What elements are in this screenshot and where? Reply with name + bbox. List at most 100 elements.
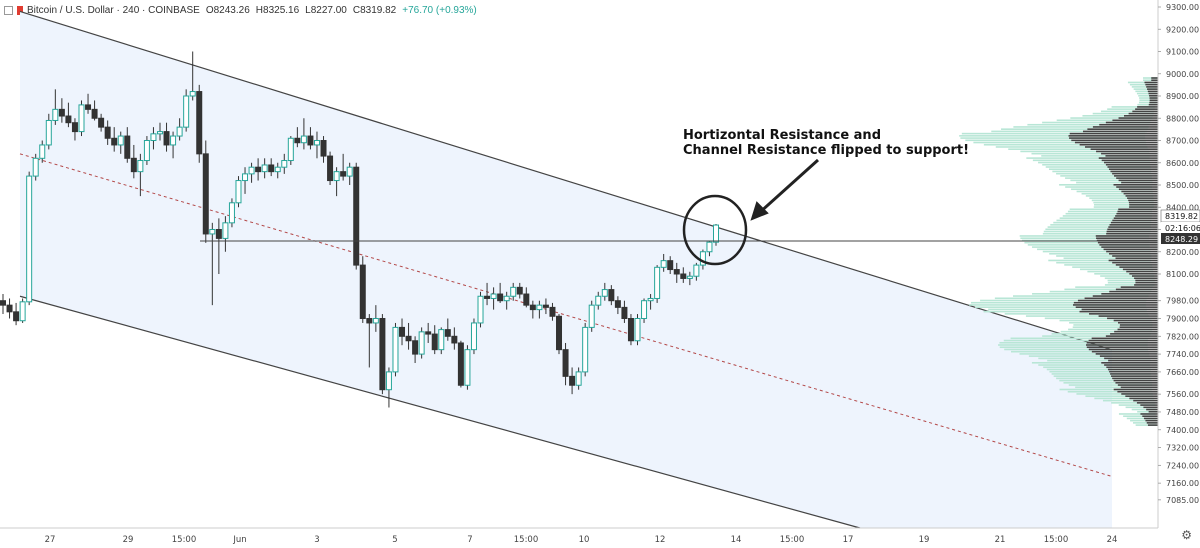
candle-body bbox=[111, 137, 118, 146]
volume-bar-dark bbox=[1073, 301, 1158, 304]
exchange-logo-icon bbox=[17, 5, 23, 15]
volume-bar-bright bbox=[1042, 121, 1151, 124]
collapse-icon[interactable] bbox=[4, 5, 13, 15]
volume-bar-bright bbox=[1082, 115, 1154, 117]
candle-body bbox=[673, 269, 680, 275]
volume-bar-bright bbox=[1021, 239, 1150, 242]
volume-bar-bright bbox=[1068, 384, 1153, 386]
volume-bar-bright bbox=[1056, 172, 1152, 175]
volume-bar-dark bbox=[1104, 161, 1158, 164]
volume-bar-bright bbox=[1138, 95, 1157, 97]
volume-bar-bright bbox=[1042, 232, 1151, 235]
candle-body bbox=[595, 295, 602, 306]
candle-body bbox=[346, 166, 353, 177]
time-tick-label: 3 bbox=[314, 535, 319, 545]
candle-body bbox=[438, 329, 445, 351]
volume-bar-dark bbox=[1109, 252, 1158, 255]
price-tick-label: 8500.00 bbox=[1166, 181, 1199, 190]
volume-bar-bright bbox=[1104, 284, 1155, 286]
volume-bar-bright bbox=[1071, 188, 1153, 191]
volume-bar-bright bbox=[1085, 195, 1154, 197]
volume-bar-bright bbox=[1059, 379, 1152, 382]
volume-bar-dark bbox=[1147, 424, 1158, 426]
volume-bar-bright bbox=[1069, 321, 1153, 324]
volume-bar-bright bbox=[1045, 166, 1151, 168]
volume-bar-bright bbox=[1126, 417, 1156, 420]
volume-bar-dark bbox=[1112, 377, 1158, 380]
price-axis: 9300.00 9200.00 9100.00 9000.00 8900.00 8800.… bbox=[1157, 0, 1200, 548]
volume-bar-dark bbox=[1079, 310, 1158, 313]
time-tick-label: 15:00 bbox=[1044, 535, 1069, 545]
volume-bar-dark bbox=[1151, 77, 1158, 79]
candle-body bbox=[340, 171, 347, 177]
volume-bar-dark bbox=[1096, 237, 1158, 239]
price-tick-label: 7660.00 bbox=[1166, 368, 1199, 377]
channel-lower-line bbox=[19, 295, 861, 529]
price-tick-label: 9000.00 bbox=[1166, 70, 1199, 79]
volume-bar-bright bbox=[1038, 357, 1151, 360]
volume-bar-bright bbox=[1137, 410, 1157, 413]
settings-gear-icon[interactable]: ⚙ bbox=[1181, 528, 1192, 542]
candle-body bbox=[405, 335, 412, 342]
price-tick-label: 8200.00 bbox=[1166, 248, 1199, 257]
low-value: L8227.00 bbox=[305, 4, 347, 16]
volume-bar-dark bbox=[1084, 146, 1158, 148]
candle-body bbox=[320, 140, 327, 157]
volume-bar-bright bbox=[1042, 163, 1151, 166]
volume-bar-bright bbox=[1064, 264, 1152, 266]
volume-bar-bright bbox=[1003, 339, 1148, 342]
channel-upper-line bbox=[19, 10, 1113, 351]
candle-body bbox=[353, 166, 360, 266]
volume-bar-dark bbox=[1091, 337, 1158, 340]
volume-bar-bright bbox=[1043, 366, 1151, 369]
channel-fill bbox=[20, 11, 1112, 528]
volume-bar-dark bbox=[1106, 366, 1158, 369]
volume-bar-bright bbox=[1047, 226, 1151, 228]
candle-body bbox=[425, 331, 432, 335]
candle-body bbox=[484, 295, 491, 299]
candle-body bbox=[529, 304, 536, 311]
candle-body bbox=[78, 104, 85, 133]
candle-body bbox=[667, 260, 674, 271]
volume-bar-bright bbox=[998, 344, 1148, 346]
candle-body bbox=[588, 304, 595, 328]
volume-bar-dark bbox=[1113, 379, 1158, 382]
candle-body bbox=[470, 322, 477, 351]
candle-body bbox=[379, 318, 386, 391]
candle-body bbox=[634, 318, 641, 342]
candle-body bbox=[91, 108, 98, 119]
volume-bar-bright bbox=[1028, 355, 1150, 357]
volume-bar-bright bbox=[1049, 370, 1151, 373]
volume-bar-dark bbox=[1110, 333, 1158, 335]
symbol-title[interactable]: Bitcoin / U.S. Dollar · 240 · COINBASE bbox=[27, 4, 200, 16]
volume-bar-bright bbox=[961, 132, 1146, 135]
volume-bar-dark bbox=[1118, 117, 1158, 119]
volume-bar-dark bbox=[1116, 186, 1158, 188]
volume-bar-dark bbox=[1095, 235, 1158, 237]
annotation-line-1: Hortizontal Resistance and bbox=[683, 128, 881, 143]
volume-bar-dark bbox=[1107, 228, 1158, 231]
candle-body bbox=[150, 133, 157, 141]
volume-bar-dark bbox=[1092, 295, 1158, 297]
volume-bar-bright bbox=[1072, 326, 1153, 328]
candle-body bbox=[693, 264, 700, 277]
countdown-tag bbox=[1161, 222, 1200, 233]
volume-bar-dark bbox=[1110, 221, 1158, 224]
candle-body bbox=[654, 266, 661, 299]
volume-bar-bright bbox=[1100, 275, 1155, 277]
volume-profile bbox=[959, 77, 1158, 426]
time-tick-label: 14 bbox=[731, 535, 742, 545]
volume-bar-dark bbox=[1098, 315, 1158, 317]
volume-bar-dark bbox=[1146, 86, 1158, 88]
volume-bar-bright bbox=[980, 299, 1147, 302]
volume-bar-dark bbox=[1091, 350, 1158, 353]
volume-bar-bright bbox=[1019, 353, 1149, 355]
candle-body bbox=[542, 304, 549, 308]
candle-body bbox=[176, 126, 183, 137]
candle-body bbox=[300, 135, 307, 144]
candle-body bbox=[130, 157, 137, 173]
price-tick-label: 7900.00 bbox=[1166, 315, 1199, 324]
price-tick-label: 7480.00 bbox=[1166, 408, 1199, 417]
volume-bar-dark bbox=[1086, 344, 1158, 346]
